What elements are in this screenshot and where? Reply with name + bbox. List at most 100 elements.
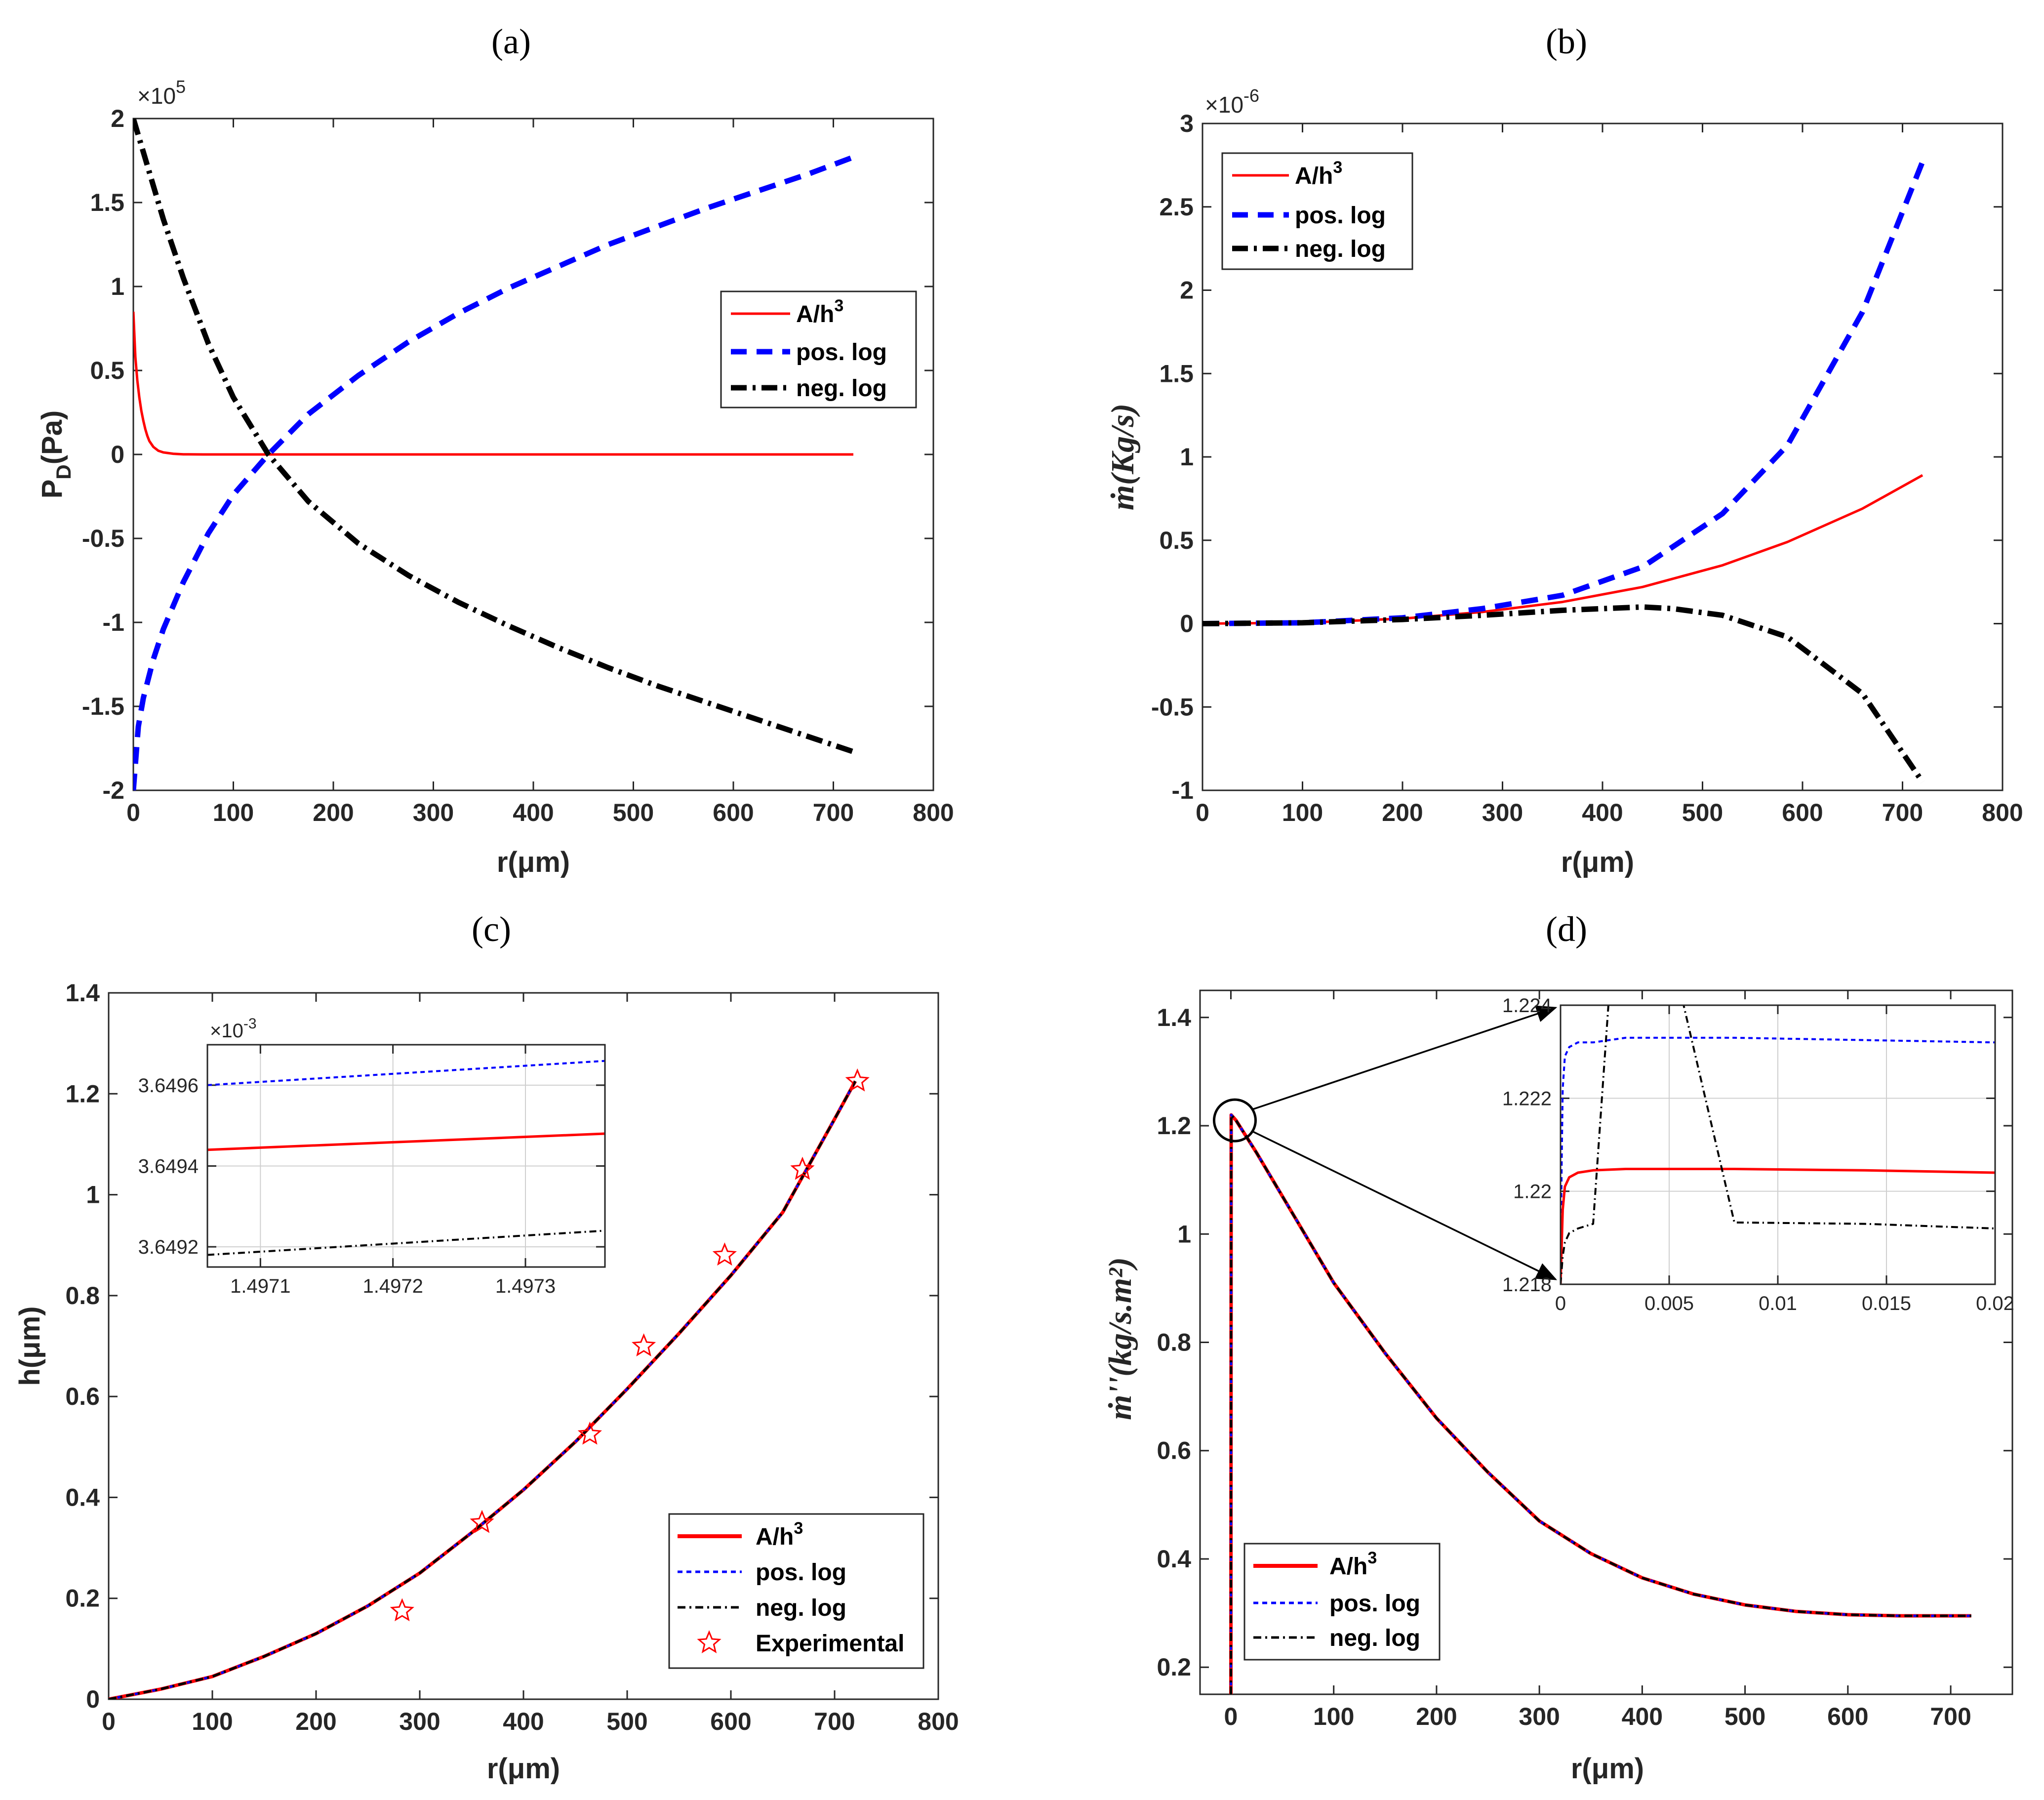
legend-label: A/h3 [1295,158,1342,189]
series-line-a-h [133,311,853,456]
panel-b-y-exponent: ×10-6 [1205,85,1259,118]
y-tick-label: 1.2 [1157,1112,1191,1140]
panel-c-inset: 1.4971 1.4972 1.4973 3.6492 3.6494 3.6496 ×10… [138,1016,606,1297]
series-line-a-h [1202,474,1924,625]
y-tick-label: -1 [103,609,124,636]
x-tick-label: 100 [1313,1703,1354,1730]
panel-c-xlabel: r(μm) [487,1753,560,1785]
series-line-inset-2 [1561,1005,1995,1284]
y-tick-label: 1 [86,1181,100,1209]
y-tick-label: 0.2 [65,1585,100,1612]
series-line-neg-log [1202,604,1925,784]
panel-c: (c) 0 100 200 300 400 500 600 700 800 0 0.2 0.4 0.6 0… [14,909,959,1785]
panel-a-xlabel: r(μm) [497,846,570,878]
panel-a: (a) 0 100 200 300 400 500 600 700 800 -2 -1.5 -1 -0.… [36,22,954,878]
x-tick-label: 400 [1622,1703,1663,1730]
panel-a-ylabel: PD(Pa) [36,410,75,499]
x-tick-label: 400 [503,1708,544,1735]
x-tick-label: 300 [1482,799,1523,826]
x-tick-label: 500 [1724,1703,1765,1730]
panel-a-y-exponent: ×105 [137,77,186,109]
y-tick-label: 1.5 [90,189,124,216]
x-tick-label: 1.4972 [362,1275,423,1297]
x-tick-label: 100 [213,799,254,826]
panel-a-legend: A/h3 pos. log neg. log [720,290,917,409]
x-tick-label: 500 [1682,799,1723,826]
series-line-pos-log [133,155,854,790]
x-tick-label: 600 [1782,799,1823,826]
y-tick-label: 3.6494 [138,1155,199,1177]
y-tick-label: 3.6492 [138,1236,199,1258]
panel-c-legend: A/h3 pos. log neg. log Experimental [668,1513,924,1669]
y-tick-label: 2 [111,105,124,132]
y-tick-label: 0.8 [65,1282,100,1309]
legend-label: pos. log [1329,1591,1420,1617]
y-tick-label: 0 [1180,610,1194,638]
series-line-inset-2 [207,1229,605,1256]
x-tick-label: 800 [918,1708,959,1735]
x-tick-label: 0 [1224,1703,1238,1730]
y-tick-label: 1 [111,273,124,300]
y-tick-label: 0 [111,441,124,468]
panel-d-inset-frame [1560,1004,1996,1285]
x-tick-label: 600 [1827,1703,1868,1730]
x-tick-label: 600 [710,1708,751,1735]
x-tick-label: 0 [1196,799,1209,826]
x-tick-label: 0 [102,1708,116,1735]
experimental-point [631,1333,656,1356]
y-tick-label: 1.224 [1502,995,1552,1017]
legend-label: neg. log [1295,236,1386,262]
y-tick-label: 0.8 [1157,1329,1191,1356]
x-tick-label: 500 [613,799,654,826]
experimental-point [390,1598,414,1622]
panel-c-inset-frame [206,1044,606,1268]
y-tick-label: -2 [103,777,124,804]
y-tick-label: 3 [1180,110,1194,137]
panel-b-frame [1202,123,2004,791]
y-tick-label: 1 [1177,1220,1191,1248]
series-line-neg-log [133,119,854,755]
panel-b-legend: A/h3 pos. log neg. log [1221,152,1413,270]
panel-d-frame [1199,989,2013,1695]
y-tick-label: 0.2 [1157,1653,1191,1681]
x-tick-label: 0.015 [1862,1293,1911,1314]
x-tick-label: 300 [1519,1703,1560,1730]
x-tick-label: 800 [1982,799,2023,826]
legend-label: neg. log [796,375,887,402]
zoom-arrow [1251,1130,1558,1280]
y-tick-label: 1.2 [65,1080,100,1107]
x-tick-label: 600 [713,799,754,826]
x-tick-label: 0 [126,799,140,826]
series-line-inset-1 [207,1132,605,1151]
y-tick-label: 0 [86,1685,100,1713]
panel-d-inset: 0 0.005 0.01 0.015 0.02 1.218 1.22 1.222 1.224 [1502,995,2014,1314]
x-tick-label: 800 [913,799,954,826]
experimental-point [577,1421,602,1445]
y-tick-label: -0.5 [82,525,124,552]
legend-label: pos. log [796,339,887,366]
series-line-inset-0 [207,1060,605,1086]
legend-label: pos. log [756,1559,846,1586]
x-tick-label: 200 [1382,799,1423,826]
legend-label: Experimental [756,1631,904,1657]
experimental-point [712,1242,737,1266]
panel-d-title: (d) [1546,909,1587,949]
y-tick-label: 3.6496 [138,1075,199,1097]
y-tick-label: 0.5 [90,357,124,384]
x-tick-label: 0.01 [1759,1293,1797,1314]
x-tick-label: 200 [313,799,354,826]
panel-b-title: (b) [1546,22,1587,61]
y-tick-label: -1.5 [82,693,124,720]
y-tick-label: 0.5 [1159,527,1194,554]
x-tick-label: 700 [813,799,854,826]
x-tick-label: 400 [513,799,554,826]
x-tick-label: 1.4971 [230,1275,290,1297]
panel-c-inset-y-exponent: ×10-3 [210,1016,257,1042]
x-tick-label: 700 [1930,1703,1971,1730]
y-tick-label: 1 [1180,443,1194,471]
panel-d: (d) 0 100 200 300 400 500 600 700 0.2 0.4 0.6 0.8 1 1… [1102,909,2014,1785]
x-tick-label: 200 [295,1708,336,1735]
x-tick-label: 500 [606,1708,647,1735]
x-tick-label: 300 [399,1708,440,1735]
